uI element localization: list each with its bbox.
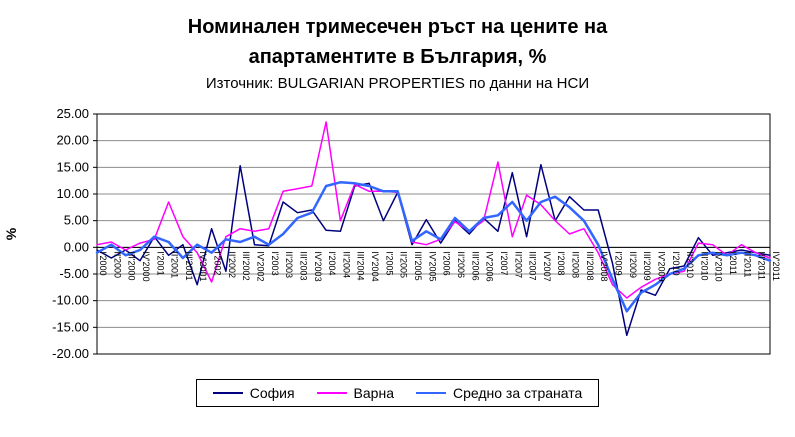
x-tick-label: II'2011 — [742, 251, 752, 277]
x-tick-label: II'2006 — [456, 251, 466, 278]
chart-area: 25.00 20.00 15.00 10.00 5.00 0.00 -5.00 -10.00 -… — [0, 106, 795, 369]
x-tick-label: II'2010 — [685, 251, 695, 278]
y-tick-label: -5.00 — [59, 266, 89, 281]
legend-label: Средно за страната — [452, 385, 583, 401]
legend-line-swatch — [415, 392, 446, 394]
x-tick-label: III'2009 — [642, 251, 652, 280]
x-tick-label: I'2010 — [671, 251, 681, 275]
x-tick-label: I'2004 — [327, 251, 337, 275]
x-tick-label: III'2008 — [585, 251, 595, 280]
y-tick-label: 10.00 — [56, 186, 89, 201]
y-tick-label: 20.00 — [56, 133, 89, 148]
x-tick-label: IV'2003 — [313, 251, 323, 281]
x-tick-label: IV'2009 — [656, 251, 666, 281]
series-line-2 — [96, 121, 771, 299]
x-tick-label: I'2000 — [98, 251, 108, 275]
y-tick-label: -15.00 — [52, 319, 89, 334]
chart-title-line-2: апартаментите в България, % — [248, 46, 547, 68]
x-tick-label: I'2011 — [728, 251, 738, 275]
x-tick-label: III'2011 — [757, 251, 767, 280]
x-tick-label: I'2006 — [442, 251, 452, 275]
legend-box: София Варна Средно за страната — [195, 379, 600, 407]
x-tick-label: II'2001 — [170, 251, 180, 278]
x-tick-label: I'2005 — [384, 251, 394, 275]
chart-title-line-1: Номинален тримесечен ръст на цените на — [187, 16, 608, 38]
x-tick-label: II'2000 — [112, 251, 122, 278]
x-tick-label: IV'2006 — [485, 251, 495, 281]
x-tick-label: III'2004 — [356, 251, 366, 280]
legend-line-swatch — [316, 392, 347, 394]
x-tick-label: II'2008 — [571, 251, 581, 278]
x-tick-label: III'2002 — [241, 251, 251, 280]
x-tick-label: IV'2002 — [256, 251, 266, 281]
x-tick-label: III'2007 — [528, 251, 538, 280]
y-tick-label: -10.00 — [52, 293, 89, 308]
legend-item: Средно за страната — [415, 385, 583, 401]
x-tick-label: IV'2011 — [771, 251, 781, 281]
legend-line-swatch — [212, 392, 243, 394]
x-tick-label: IV'2008 — [599, 251, 609, 281]
y-tick-label: -20.00 — [52, 346, 89, 361]
x-tick-label: II'2007 — [513, 251, 523, 278]
x-tick-label: I'2001 — [155, 251, 165, 275]
chart-legend: София Варна Средно за страната — [0, 379, 795, 407]
x-tick-label: I'2009 — [613, 251, 623, 275]
series-line-1 — [96, 163, 771, 337]
x-tick-label: I'2007 — [499, 251, 509, 275]
x-tick-label: IV'2005 — [427, 251, 437, 281]
plot-border — [96, 113, 771, 355]
x-tick-label: II'2002 — [227, 251, 237, 278]
x-tick-label: IV'2000 — [141, 251, 151, 281]
legend-item: София — [212, 385, 295, 401]
grid-layer — [96, 113, 771, 355]
x-tick-label: III'2003 — [298, 251, 308, 280]
y-tick-label: 5.00 — [64, 213, 89, 228]
legend-label: Варна — [353, 385, 394, 401]
x-tick-label: III'2006 — [470, 251, 480, 280]
x-tick-label: II'2004 — [341, 251, 351, 278]
series-line-3 — [95, 181, 772, 313]
x-tick-label: II'2009 — [628, 251, 638, 278]
x-tick-label: III'2000 — [127, 251, 137, 280]
y-tick-label: 0.00 — [64, 239, 89, 254]
legend-item: Варна — [316, 385, 394, 401]
chart-canvas: 25.00 20.00 15.00 10.00 5.00 0.00 -5.00 -10.00 -… — [3, 106, 781, 361]
chart-header: Номинален тримесечен ръст на цените на а… — [0, 0, 795, 92]
x-tick-label: III'2010 — [699, 251, 709, 280]
x-tick-label: IV'2010 — [714, 251, 724, 281]
x-tick-label: IV'2001 — [198, 251, 208, 281]
x-tick-label: IV'2004 — [370, 251, 380, 281]
axis-layer: 25.00 20.00 15.00 10.00 5.00 0.00 -5.00 -10.00 -… — [52, 106, 781, 361]
x-tick-label: II'2003 — [284, 251, 294, 278]
x-tick-label: I'2003 — [270, 251, 280, 275]
series-layer — [95, 121, 772, 337]
legend-label: София — [249, 385, 295, 401]
y-tick-label: 15.00 — [56, 159, 89, 174]
y-tick-label: 25.00 — [56, 106, 89, 121]
x-tick-label: I'2008 — [556, 251, 566, 275]
x-tick-label: IV'2007 — [542, 251, 552, 281]
x-tick-label: II'2005 — [399, 251, 409, 278]
x-tick-label: I'2002 — [213, 251, 223, 275]
x-tick-label: III'2005 — [413, 251, 423, 280]
x-tick-label: III'2001 — [184, 251, 194, 280]
chart-subtitle: Източник: BULGARIAN PROPERTIES по данни … — [205, 75, 590, 92]
y-axis-title: % — [3, 227, 19, 240]
